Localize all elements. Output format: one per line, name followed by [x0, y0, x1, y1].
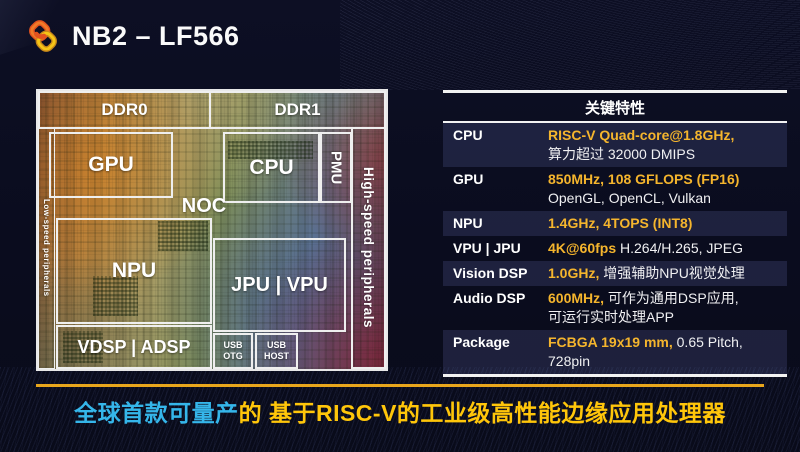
die-block-usb-otg: USB OTG — [213, 333, 253, 369]
spec-row-label: Audio DSP — [453, 290, 526, 306]
spec-row-value: 1.4GHz, 4TOPS (INT8) — [548, 215, 693, 231]
page-title: NB2 – LF566 — [72, 20, 240, 51]
die-block-jpu-vpu: JPU | VPU — [213, 238, 346, 332]
spec-row-value: 850MHz, 108 GFLOPS (FP16) OpenGL, OpenCL,… — [548, 171, 740, 206]
spec-row-label: Package — [453, 334, 510, 350]
spec-row-label: CPU — [453, 127, 483, 143]
tagline-banner: 全球首款可量产的 基于RISC-V的工业级高性能边缘应用处理器 — [0, 394, 800, 428]
tagline-highlight: 全球首款可量产 — [74, 400, 239, 426]
die-block-cpu: CPU — [223, 132, 320, 203]
die-block-vdsp-adsp: VDSP | ADSP — [56, 325, 212, 369]
die-macro-texture — [93, 276, 138, 316]
spec-row-label: NPU — [453, 215, 483, 231]
die-macro-texture — [228, 141, 313, 159]
spec-row-value: 1.0GHz, 增强辅助NPU视觉处理 — [548, 265, 745, 281]
die-label-noc: NOC — [181, 194, 227, 217]
spec-row-npu: NPU 1.4GHz, 4TOPS (INT8) — [443, 211, 787, 236]
table-rows: CPU RISC-V Quad-core@1.8GHz, 算力超过 32000 DM… — [443, 123, 787, 374]
spec-row-cpu: CPU RISC-V Quad-core@1.8GHz, 算力超过 32000 DM… — [443, 123, 787, 167]
die-floorplan: DDR0 DDR1 Low-speed peripherals High-spe… — [36, 89, 388, 371]
spec-row-package: Package FCBGA 19x19 mm, 0.65 Pitch, 728pin — [443, 330, 787, 374]
table-title: 关键特性 — [443, 93, 787, 123]
spec-row-value: RISC-V Quad-core@1.8GHz, 算力超过 32000 DMIPS — [548, 127, 735, 162]
die-block-pmu: PMU — [320, 132, 352, 203]
die-block-ddr1: DDR1 — [209, 91, 386, 129]
header: NB2 – LF566 — [26, 20, 240, 52]
spec-row-value: FCBGA 19x19 mm, 0.65 Pitch, 728pin — [548, 334, 743, 369]
spec-row-label: VPU | JPU — [453, 240, 521, 256]
die-block-npu: NPU — [56, 218, 212, 324]
die-macro-texture — [63, 331, 103, 363]
die-macro-texture — [158, 221, 208, 251]
banner-divider-line — [36, 384, 764, 387]
die-block-ddr0: DDR0 — [38, 91, 211, 129]
spec-row-value: 600MHz, 可作为通用DSP应用, 可运行实时处理APP — [548, 290, 739, 325]
die-block-usb-host: USB HOST — [255, 333, 298, 369]
tagline-main: 的 基于RISC-V的工业级高性能边缘应用处理器 — [238, 400, 726, 426]
spec-row-label: Vision DSP — [453, 265, 528, 281]
die-block-gpu: GPU — [49, 132, 173, 198]
key-features-table: 关键特性 CPU RISC-V Quad-core@1.8GHz, 算力超过 320… — [443, 90, 787, 377]
spec-row-value: 4K@60fps H.264/H.265, JPEG — [548, 240, 743, 256]
spec-row-gpu: GPU 850MHz, 108 GFLOPS (FP16) OpenGL, Open… — [443, 167, 787, 211]
spec-row-audio-dsp: Audio DSP 600MHz, 可作为通用DSP应用, 可运行实时处理APP — [443, 286, 787, 330]
spec-row-vpu-jpu: VPU | JPU 4K@60fps H.264/H.265, JPEG — [443, 236, 787, 261]
wave-pattern-top-right — [340, 0, 800, 90]
chain-link-logo-icon — [26, 20, 60, 52]
spec-row-label: GPU — [453, 171, 484, 187]
spec-row-vision-dsp: Vision DSP 1.0GHz, 增强辅助NPU视觉处理 — [443, 261, 787, 286]
die-block-high-speed-peripherals: High-speed peripherals — [351, 127, 386, 369]
